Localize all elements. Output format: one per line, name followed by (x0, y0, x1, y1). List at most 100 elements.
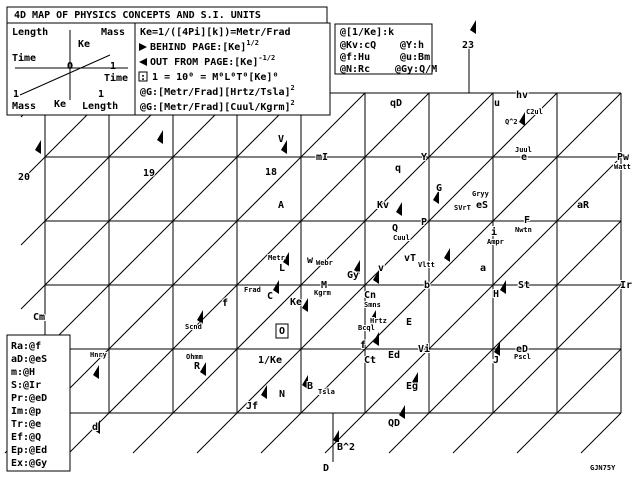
lattice-line (172, 156, 238, 222)
node-label: Ampr (487, 238, 504, 246)
operations: @[1/Ke]:k @Kv:cQ @Y:h @f:Hu @u:Bm @N:Rc @Gy:Q/… (340, 27, 437, 75)
marker (373, 332, 379, 346)
key-entry: aD:@eS (11, 354, 47, 365)
key-entry: Im:@p (11, 406, 41, 417)
lattice-line (300, 156, 366, 222)
operation: @Y:h (400, 40, 424, 51)
key: Ra:@f aD:@eS m:@H S:@Ir Pr:@eD Im:@p Tr:@e Ef:@… (11, 341, 47, 469)
marker (354, 260, 360, 274)
marker (399, 405, 405, 419)
node-label: Jf (246, 401, 258, 412)
node-label: Scnd (185, 323, 202, 331)
node-label: a (480, 263, 486, 274)
axis-label: Length (12, 27, 48, 38)
axis-label: Mass (12, 101, 36, 112)
operation: @f:Hu (340, 52, 370, 63)
lattice-line (556, 348, 622, 414)
lattice-line (492, 220, 558, 286)
node-label: Hnry (90, 351, 108, 359)
definition: @G:[Metr/Frad][Hrtz/Tsla]2 (140, 84, 295, 98)
marker (261, 385, 267, 399)
lattice-line (236, 284, 302, 350)
node-label: Smns (364, 301, 381, 309)
node-label: L (279, 263, 285, 274)
marker (333, 430, 339, 444)
operation: @Gy:Q/M (395, 64, 437, 75)
node-label: F (524, 215, 530, 226)
node-label: P (421, 217, 427, 228)
marker (200, 362, 206, 376)
node-label: Eg (406, 381, 418, 392)
node-label: C (267, 291, 273, 302)
origin-box (275, 323, 289, 339)
definition: : 1 = 10⁰ = M⁰L⁰T⁰[Ke]⁰ (140, 72, 278, 83)
node-label: Y (421, 152, 427, 163)
operation: @u:Bm (400, 52, 430, 63)
node-label: Vi (418, 343, 430, 355)
node-label: SVrT (454, 204, 471, 212)
node-label: Cn (364, 290, 376, 301)
node-label: vT (404, 253, 416, 264)
node-label: O (279, 326, 285, 337)
lattice-line (388, 412, 430, 454)
node-label: Gryy (472, 190, 490, 198)
lattice-line (580, 412, 622, 454)
title: 4D MAP OF PHYSICS CONCEPTS AND S.I. UNIT… (14, 10, 261, 21)
marker (412, 372, 418, 386)
node-label: Gy (347, 270, 359, 281)
node-label: hv (516, 90, 528, 101)
node-label: eD (516, 344, 528, 355)
node-label: Cm (33, 312, 45, 323)
node-label: u (494, 98, 500, 109)
axis-line (19, 54, 111, 96)
node-label: 18 (265, 167, 277, 178)
axis-label: 1 (98, 89, 104, 100)
node-label: Hrtz (370, 317, 387, 325)
marker (273, 280, 279, 294)
node-label: f (222, 298, 228, 309)
node-label: C2ul (526, 108, 543, 116)
lattice-line (172, 220, 238, 286)
lattice-line (516, 412, 558, 454)
lattice-line (108, 156, 174, 222)
node-label: 20 (18, 172, 30, 183)
marker (396, 202, 402, 216)
node-label: QD (388, 418, 400, 429)
definition-text: @G:[Metr/Frad][Hrtz/Tsla] (140, 87, 291, 98)
node-label: H (493, 289, 499, 300)
key-entry: Ra:@f (11, 341, 41, 352)
axis-label: O (67, 61, 73, 72)
lattice-line (452, 412, 494, 454)
markers (35, 20, 525, 444)
lattice-line (300, 220, 366, 286)
node-label: St (518, 280, 530, 291)
lattice-line (172, 284, 238, 350)
marker (519, 112, 525, 126)
lattice-line (364, 92, 430, 158)
operations-box (334, 23, 433, 75)
node-label: J (493, 355, 499, 366)
marker (470, 20, 476, 34)
node-label: 23 (462, 40, 474, 51)
lattice-line (44, 220, 110, 286)
definition-sup: 2 (291, 99, 295, 107)
axis-label: 1 (110, 61, 116, 72)
node-label: v (378, 263, 384, 274)
definition: BEHIND PAGE:[Ke]1/2 (150, 39, 259, 53)
lattice-line (20, 284, 46, 310)
node-label: Ed (388, 350, 400, 361)
node-label: Cuul (393, 234, 410, 242)
node-label: A (278, 200, 284, 211)
definition: Ke=1/([4Pi][k])=Metr/Frad (140, 26, 291, 38)
axis-label: Length (82, 101, 118, 112)
node-label: Kgrm (314, 289, 331, 297)
node-label: aR (577, 200, 590, 211)
node-label: V (278, 134, 284, 145)
lattice-line (428, 156, 494, 222)
lattice-line (20, 220, 46, 246)
lattice-line (428, 284, 494, 350)
definition: OUT FROM PAGE:[Ke]-1/2 (150, 54, 275, 68)
axis-label: 1 (13, 89, 19, 100)
marker (197, 310, 203, 324)
